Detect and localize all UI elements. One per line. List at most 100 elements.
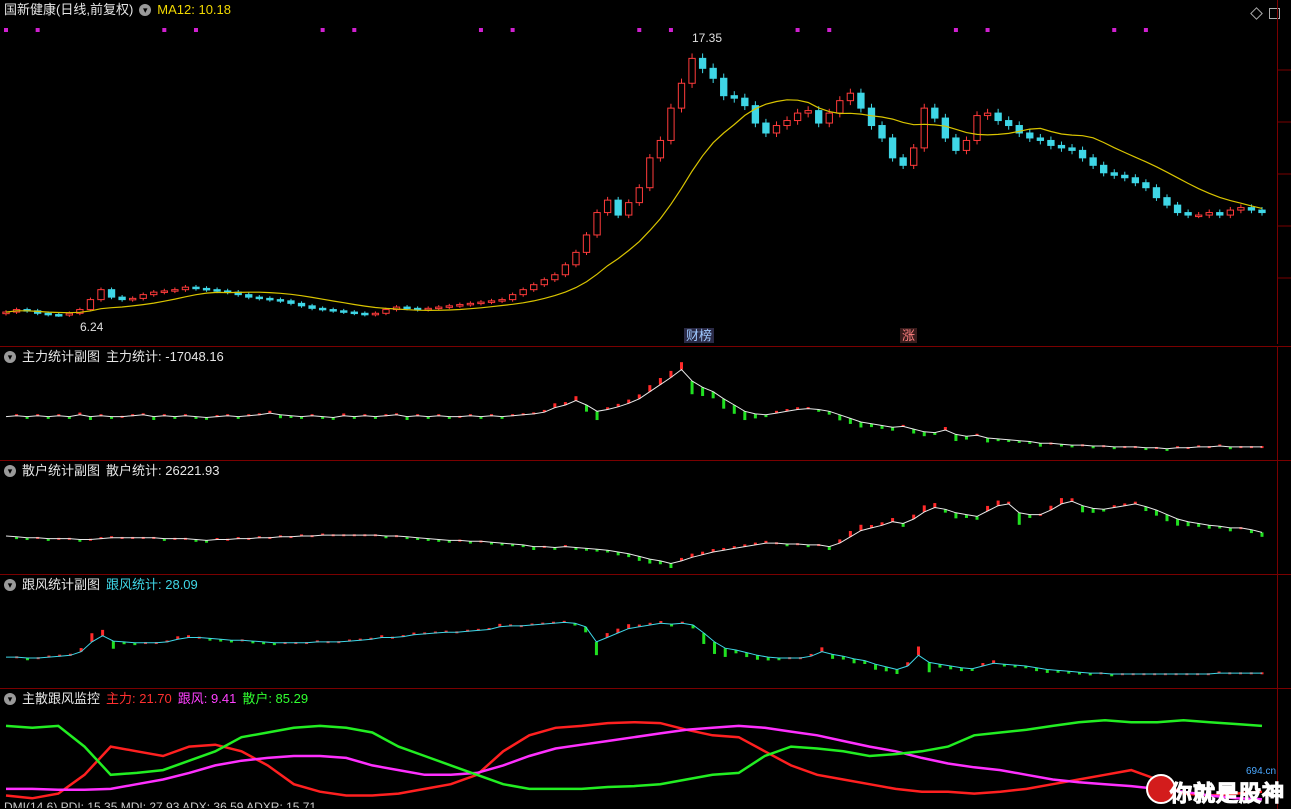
signal-bar — [1017, 440, 1021, 443]
panel-toggle-icon[interactable]: ▾ — [4, 351, 16, 363]
signal-bar — [426, 538, 430, 541]
signal-bar — [658, 560, 662, 565]
signal-bar — [680, 621, 684, 624]
tag-caibang[interactable]: 财榜 — [684, 328, 715, 343]
signal-bar — [901, 424, 905, 427]
candle-body — [1036, 137, 1045, 141]
signal-bar — [1059, 498, 1063, 504]
signal-bar — [1049, 505, 1053, 511]
candle-body — [350, 311, 358, 315]
sub3-header: ▾ 跟风统计副图 跟风统计: 28.09 — [4, 577, 198, 593]
candle-body — [1131, 177, 1140, 184]
signal-bar — [1165, 514, 1169, 522]
indicator-line — [6, 621, 1262, 675]
signal-bar — [1045, 669, 1049, 673]
signal-bar — [1154, 510, 1158, 516]
right-axis-border — [1277, 0, 1278, 344]
candle-body — [107, 289, 116, 298]
signal-bar — [25, 416, 29, 419]
signal-bar — [67, 416, 71, 419]
candle-body — [340, 310, 348, 313]
signal-bar — [58, 654, 62, 657]
signal-bar — [553, 403, 557, 408]
signal-bar — [809, 653, 813, 657]
signal-bar — [90, 633, 94, 642]
main-price-panel[interactable]: 国新健康(日线,前复权) ▾ MA12: 10.18 17.35 6.24 财榜… — [0, 0, 1291, 344]
stock-title: 国新健康(日线,前复权) — [4, 2, 134, 17]
signal-bar — [954, 512, 958, 519]
signal-bar — [468, 541, 472, 544]
panel-toggle-icon[interactable]: ▾ — [4, 465, 16, 477]
dropdown-toggle-icon[interactable]: ▾ — [139, 4, 152, 16]
candle-body — [329, 309, 337, 312]
signal-bar — [670, 624, 674, 627]
signal-bar — [669, 370, 673, 378]
tag-zhang[interactable]: 涨 — [900, 328, 918, 343]
candlestick-chart[interactable] — [0, 0, 1291, 344]
signal-bar — [981, 663, 985, 666]
signal-bar — [563, 402, 567, 406]
square-icon[interactable] — [1269, 8, 1280, 19]
sub-panel-sanhu[interactable]: ▾ 散户统计副图 散户统计: 26221.93 — [0, 460, 1291, 574]
sub-panel-zhuli[interactable]: ▾ 主力统计副图 主力统计: -17048.16 — [0, 346, 1291, 460]
signal-bar — [701, 551, 705, 555]
panel-toggle-icon[interactable]: ▾ — [4, 579, 16, 591]
signal-bar — [891, 518, 895, 522]
candle-body — [582, 234, 591, 253]
signal-bar — [869, 524, 873, 528]
signal-dot — [1112, 28, 1117, 32]
sub3-value: 跟风统计: 28.09 — [106, 577, 198, 592]
signal-bar — [1197, 523, 1201, 527]
signal-bar — [817, 409, 821, 412]
sub-panel-genfeng[interactable]: ▾ 跟风统计副图 跟风统计: 28.09 — [0, 574, 1291, 688]
signal-bar — [722, 547, 726, 551]
signal-dot — [510, 28, 515, 32]
candle-body — [1121, 174, 1129, 179]
signal-bar — [996, 438, 1000, 442]
signal-dot — [162, 28, 167, 32]
sub4-zhuli: 主力: 21.70 — [106, 691, 172, 706]
signal-bar — [713, 641, 717, 654]
panel-toggle-icon[interactable]: ▾ — [4, 693, 16, 705]
candle-body — [403, 306, 411, 310]
signal-bar — [1017, 512, 1021, 525]
signal-bar — [194, 416, 198, 419]
candle-body — [899, 157, 907, 166]
watermark-logo-icon — [1146, 774, 1176, 804]
signal-bar — [1176, 446, 1180, 449]
signal-bar — [321, 416, 325, 419]
signal-bar — [933, 432, 937, 435]
candle-body — [646, 157, 654, 189]
genfeng-line — [6, 724, 1263, 801]
signal-bar — [848, 418, 852, 424]
signal-bar — [922, 431, 926, 437]
right-axis-border — [1277, 575, 1278, 688]
candle-body — [150, 291, 158, 296]
candle-body — [192, 286, 200, 290]
signal-bar — [841, 656, 845, 660]
signal-bar — [766, 657, 770, 661]
signal-bar — [1176, 519, 1180, 526]
signal-bar — [594, 641, 598, 656]
candle-body — [1078, 149, 1087, 159]
signal-dot — [668, 28, 673, 32]
signal-bar — [1024, 665, 1028, 669]
candle-body — [1205, 212, 1213, 216]
signal-bar — [46, 416, 50, 419]
candle-body — [371, 312, 380, 316]
signal-bar — [447, 416, 451, 419]
signal-bar — [852, 658, 856, 664]
signal-bar — [827, 546, 831, 550]
candle-body — [435, 306, 443, 310]
signal-bar — [1088, 673, 1092, 676]
candle-body — [561, 264, 570, 276]
sub-panel-monitor[interactable]: ▾ 主散跟风监控 主力: 21.70 跟风: 9.41 散户: 85.29 — [0, 688, 1291, 809]
signal-bar — [943, 427, 947, 430]
signal-bar — [838, 414, 842, 421]
signal-bar — [679, 362, 683, 370]
candle-body — [1184, 212, 1192, 216]
candle-body — [508, 294, 517, 301]
signal-bar — [943, 509, 947, 513]
signal-bar — [880, 522, 884, 526]
candle-body — [97, 289, 105, 301]
